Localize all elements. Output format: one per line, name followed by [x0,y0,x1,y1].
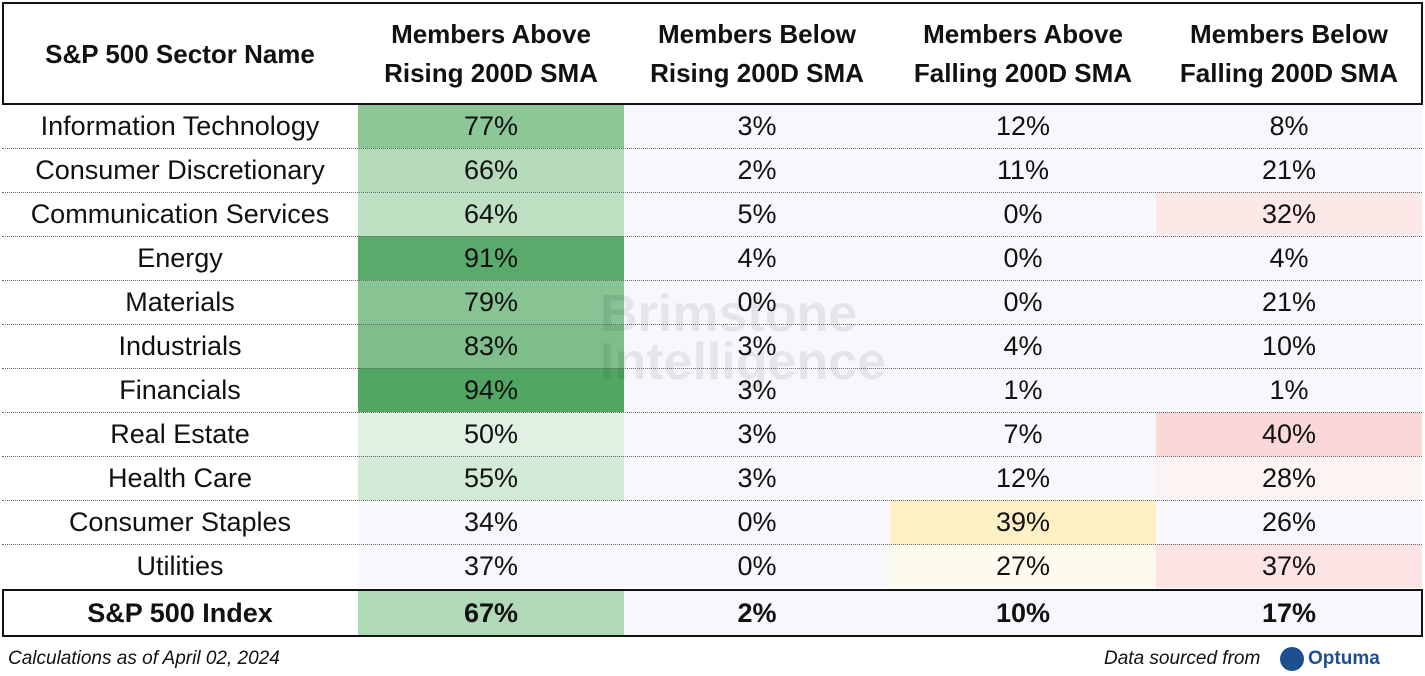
table-cell: 12% [890,456,1156,500]
row-separator [2,148,1422,149]
table-cell: 21% [1156,280,1422,324]
table-cell: 77% [358,104,624,148]
table-cell: 5% [624,192,890,236]
table-cell: 1% [1156,368,1422,412]
header-cell: Members Below Rising 200D SMA [624,4,890,104]
table-cell: 7% [890,412,1156,456]
table-cell: 91% [358,236,624,280]
table-cell: 79% [358,280,624,324]
row-separator [2,500,1422,501]
table-cell: 4% [890,324,1156,368]
table-cell: 8% [1156,104,1422,148]
total-cell: 67% [358,591,624,635]
table-cell: 55% [358,456,624,500]
table-cell: 1% [890,368,1156,412]
table-cell: Consumer Staples [68,506,292,537]
row-separator [2,456,1422,457]
table-cell: 0% [624,544,890,588]
table-cell: 3% [624,104,890,148]
total-cell: S&P 500 Index [87,597,273,628]
table-cell: 37% [358,544,624,588]
footer-note: Calculations as of April 02, 2024 [8,648,280,669]
table-cell: Utilities [136,550,224,581]
table-cell: 10% [1156,324,1422,368]
table-cell: 0% [890,280,1156,324]
table-cell: Energy [137,242,223,273]
total-box [2,589,1423,637]
table-cell: Materials [125,286,235,317]
header-cell: Members Below Falling 200D SMA [1156,4,1422,104]
table-cell: 3% [624,324,890,368]
table-cell: Information Technology [40,110,320,141]
row-separator [2,280,1422,281]
table-cell: 21% [1156,148,1422,192]
table-cell: 66% [358,148,624,192]
table-cell: 39% [890,500,1156,544]
table-cell: 64% [358,192,624,236]
table-cell: 4% [1156,236,1422,280]
table-cell: 0% [624,500,890,544]
table-cell: 11% [890,148,1156,192]
table-cell: 40% [1156,412,1422,456]
table-cell: 50% [358,412,624,456]
header-box [2,2,1423,105]
row-separator [2,192,1422,193]
total-cell: 10% [890,591,1156,635]
table-cell: 0% [624,280,890,324]
table-cell: 3% [624,368,890,412]
header-cell: Members Above Rising 200D SMA [358,4,624,104]
row-separator [2,236,1422,237]
table-cell: Financials [119,374,241,405]
footer-source: Data sourced from [1104,648,1261,669]
header-cell: S&P 500 Sector Name [2,4,358,104]
table-cell: 2% [624,148,890,192]
total-cell: 2% [624,591,890,635]
table-cell: 0% [890,236,1156,280]
table-cell: Real Estate [110,418,250,449]
table-cell: 12% [890,104,1156,148]
table-cell: 27% [890,544,1156,588]
optuma-logo [1280,647,1304,671]
row-separator [2,412,1422,413]
table-cell: Communication Services [30,198,330,229]
table-cell: 0% [890,192,1156,236]
watermark: Brimstone Intelligence [600,285,887,391]
table-cell: 34% [358,500,624,544]
total-cell: 17% [1156,591,1422,635]
table-cell: 94% [358,368,624,412]
table-cell: 83% [358,324,624,368]
table-cell: 3% [624,412,890,456]
table-cell: Industrials [118,330,242,361]
table-cell: 37% [1156,544,1422,588]
header-cell: Members Above Falling 200D SMA [890,4,1156,104]
table-cell: 32% [1156,192,1422,236]
table-cell: 4% [624,236,890,280]
row-separator [2,368,1422,369]
optuma-brand: Optuma [1308,648,1380,669]
table-cell: 3% [624,456,890,500]
table-cell: Consumer Discretionary [35,154,325,185]
table-cell: Health Care [107,462,253,493]
row-separator [2,544,1422,545]
table-cell: 26% [1156,500,1422,544]
row-separator [2,324,1422,325]
table-cell: 28% [1156,456,1422,500]
